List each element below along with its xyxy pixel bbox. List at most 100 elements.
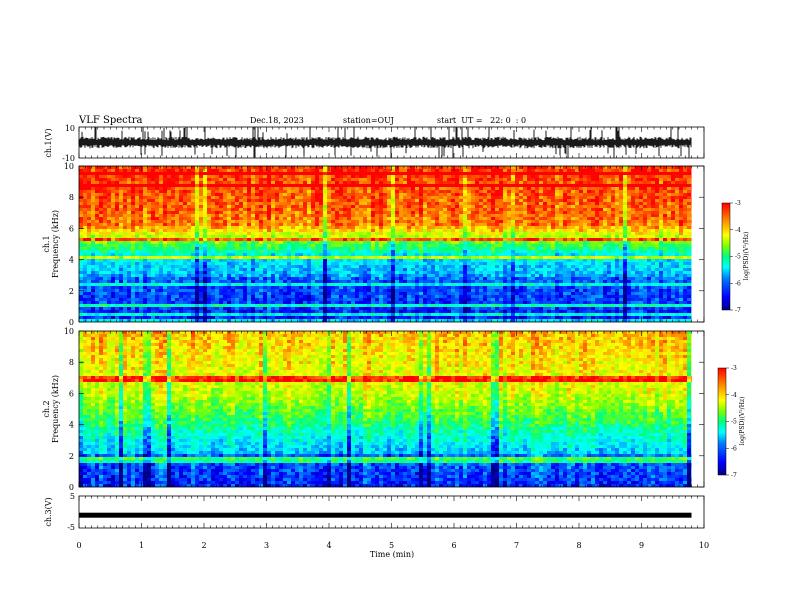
heatmap-cell xyxy=(435,211,439,214)
heatmap-cell xyxy=(91,166,95,169)
heatmap-cell xyxy=(343,208,347,211)
heatmap-cell xyxy=(115,190,119,193)
heatmap-cell xyxy=(279,187,283,190)
heatmap-cell xyxy=(319,229,323,232)
heatmap-cell xyxy=(191,256,195,259)
heatmap-cell xyxy=(635,193,639,196)
heatmap-cell xyxy=(547,175,551,178)
heatmap-cell xyxy=(351,178,355,181)
heatmap-cell xyxy=(491,172,495,175)
heatmap-cell xyxy=(627,208,631,211)
heatmap-cell xyxy=(667,175,671,178)
heatmap-cell xyxy=(627,205,631,208)
heatmap-cell xyxy=(327,235,331,238)
heatmap-cell xyxy=(339,208,343,211)
heatmap-cell xyxy=(311,256,315,259)
heatmap-cell xyxy=(487,220,491,223)
heatmap-cell xyxy=(99,217,103,220)
heatmap-cell xyxy=(495,187,499,190)
heatmap-cell xyxy=(151,190,155,193)
heatmap-cell xyxy=(291,247,295,250)
heatmap-cell xyxy=(375,172,379,175)
heatmap-cell xyxy=(119,241,123,244)
heatmap-cell xyxy=(263,232,267,235)
heatmap-cell xyxy=(479,193,483,196)
heatmap-cell xyxy=(123,175,127,178)
heatmap-cell xyxy=(543,184,547,187)
heatmap-cell xyxy=(223,241,227,244)
heatmap-cell xyxy=(515,172,519,175)
heatmap-cell xyxy=(291,241,295,244)
heatmap-cell xyxy=(391,172,395,175)
heatmap-cell xyxy=(127,205,131,208)
heatmap-cell xyxy=(427,214,431,217)
heatmap-cell xyxy=(671,244,675,247)
heatmap-cell xyxy=(307,190,311,193)
heatmap-cell xyxy=(399,184,403,187)
heatmap-cell xyxy=(163,184,167,187)
heatmap-cell xyxy=(511,220,515,223)
heatmap-cell xyxy=(259,184,263,187)
heatmap-cell xyxy=(547,232,551,235)
heatmap-cell xyxy=(487,238,491,241)
heatmap-cell xyxy=(79,223,83,226)
heatmap-cell xyxy=(111,220,115,223)
heatmap-cell xyxy=(451,172,455,175)
heatmap-cell xyxy=(639,181,643,184)
heatmap-cell xyxy=(623,196,627,199)
heatmap-cell xyxy=(475,175,479,178)
heatmap-cell xyxy=(211,223,215,226)
heatmap-cell xyxy=(267,190,271,193)
heatmap-cell xyxy=(435,184,439,187)
heatmap-cell xyxy=(579,229,583,232)
heatmap-cell xyxy=(483,256,487,259)
heatmap-cell xyxy=(483,214,487,217)
heatmap-cell xyxy=(683,241,687,244)
heatmap-cell xyxy=(271,169,275,172)
heatmap-cell xyxy=(459,190,463,193)
heatmap-cell xyxy=(551,220,555,223)
heatmap-cell xyxy=(395,181,399,184)
heatmap-cell xyxy=(491,199,495,202)
heatmap-cell xyxy=(463,208,467,211)
heatmap-cell xyxy=(591,166,595,169)
heatmap-cell xyxy=(103,208,107,211)
heatmap-cell xyxy=(235,247,239,250)
heatmap-cell xyxy=(299,172,303,175)
heatmap-cell xyxy=(639,205,643,208)
heatmap-cell xyxy=(359,190,363,193)
heatmap-cell xyxy=(359,193,363,196)
heatmap-cell xyxy=(467,172,471,175)
heatmap-cell xyxy=(187,175,191,178)
heatmap-cell xyxy=(119,187,123,190)
heatmap-cell xyxy=(571,217,575,220)
heatmap-cell xyxy=(223,232,227,235)
heatmap-cell xyxy=(315,211,319,214)
heatmap-cell xyxy=(151,193,155,196)
heatmap-cell xyxy=(339,193,343,196)
heatmap-cell xyxy=(443,172,447,175)
heatmap-cell xyxy=(99,262,103,265)
heatmap-cell xyxy=(107,208,111,211)
heatmap-cell xyxy=(171,172,175,175)
heatmap-cell xyxy=(479,208,483,211)
heatmap-cell xyxy=(239,217,243,220)
heatmap-cell xyxy=(447,250,451,253)
heatmap-cell xyxy=(315,241,319,244)
heatmap-cell xyxy=(383,181,387,184)
heatmap-cell xyxy=(291,202,295,205)
heatmap-cell xyxy=(595,202,599,205)
heatmap-cell xyxy=(179,229,183,232)
heatmap-cell xyxy=(583,214,587,217)
heatmap-cell xyxy=(635,217,639,220)
heatmap-cell xyxy=(327,247,331,250)
heatmap-cell xyxy=(115,238,119,241)
heatmap-cell xyxy=(495,193,499,196)
heatmap-cell xyxy=(675,187,679,190)
heatmap-cell xyxy=(375,223,379,226)
heatmap-cell xyxy=(691,190,692,193)
heatmap-cell xyxy=(135,229,139,232)
heatmap-cell xyxy=(143,256,147,259)
heatmap-cell xyxy=(123,247,127,250)
heatmap-cell xyxy=(307,184,311,187)
